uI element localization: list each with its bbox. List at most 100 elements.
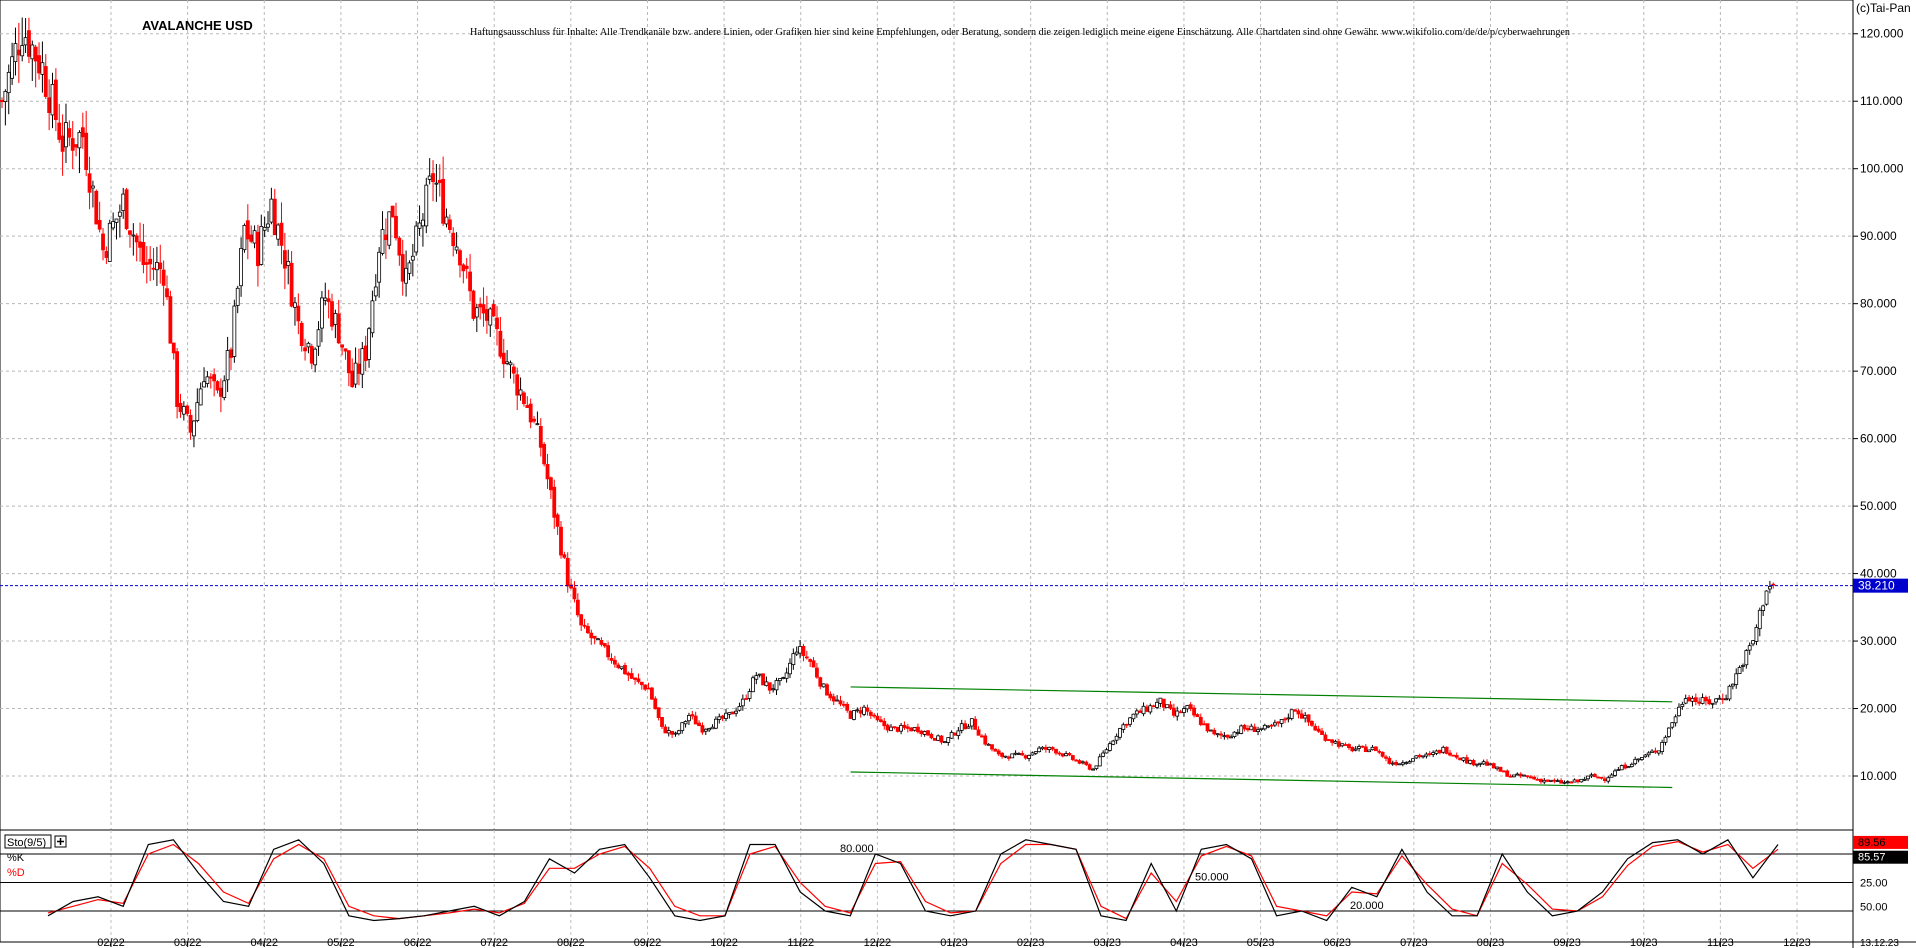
candle-body <box>670 731 675 735</box>
candle-body <box>239 247 243 287</box>
candle-body <box>1256 729 1260 732</box>
candle-body <box>350 370 355 387</box>
x-tick-label: 12/23 <box>1783 937 1811 948</box>
candle-body <box>91 185 95 189</box>
candle-body <box>1764 590 1769 605</box>
candle-body <box>1158 697 1163 704</box>
candle-body <box>262 227 267 231</box>
candle-body <box>1003 755 1008 758</box>
candle-body <box>410 255 415 261</box>
candle-body <box>313 348 318 366</box>
candle-body <box>1488 763 1493 766</box>
candle-body <box>1175 710 1180 717</box>
candle-body <box>784 672 789 679</box>
candle-body <box>626 672 631 676</box>
candle-body <box>1754 627 1759 642</box>
candle-body <box>1269 724 1274 727</box>
x-tick-label: 10/23 <box>1630 937 1658 948</box>
candle-body <box>1424 753 1429 757</box>
candle-body <box>676 730 681 735</box>
candle-body <box>1468 759 1473 764</box>
candle-body <box>1653 750 1658 753</box>
candle-body <box>215 381 220 391</box>
legend-d: %D <box>7 867 25 879</box>
candle-body <box>1757 609 1762 630</box>
candle-body <box>885 724 890 731</box>
candle-body <box>1064 753 1069 757</box>
candle-body <box>1279 719 1284 724</box>
candle-body <box>293 302 297 308</box>
candle-body <box>64 122 68 148</box>
candle-body <box>1613 770 1617 776</box>
candle-body <box>865 707 870 712</box>
candle-body <box>1582 778 1587 781</box>
candle-body <box>744 698 749 700</box>
candle-body <box>1491 763 1496 769</box>
candle-body <box>973 718 978 730</box>
candle-body <box>1182 708 1186 713</box>
trend-line[interactable] <box>850 771 1673 789</box>
candle-body <box>889 726 893 732</box>
candle-body <box>764 681 769 687</box>
candle-body <box>612 659 617 665</box>
candle-body <box>680 722 685 731</box>
candle-body <box>383 234 388 241</box>
candle-body <box>1165 704 1170 709</box>
candle-body <box>1353 748 1358 751</box>
current-price-label: 38.210 <box>1858 579 1895 593</box>
candle-body <box>1707 699 1712 705</box>
candle-body <box>306 342 311 348</box>
candle-body <box>387 211 392 246</box>
y-tick-label: 50.000 <box>1860 499 1897 513</box>
indicator-name-box[interactable] <box>4 834 52 849</box>
candle-body <box>1124 723 1129 726</box>
candle-body <box>815 667 819 678</box>
candle-body <box>1441 746 1446 753</box>
candle-body <box>892 726 897 729</box>
trend-line[interactable] <box>850 686 1673 703</box>
candle-body <box>1663 736 1668 743</box>
x-tick-label: 08/23 <box>1477 937 1505 948</box>
candle-body <box>1427 753 1432 755</box>
candle-body <box>175 351 180 407</box>
candle-body <box>1023 755 1028 759</box>
candle-body <box>872 714 877 717</box>
candle-body <box>259 226 264 265</box>
candle-body <box>1094 765 1099 769</box>
candle-body <box>1070 755 1075 760</box>
candle-body <box>730 711 735 715</box>
candle-body <box>1761 605 1766 611</box>
candle-body <box>1091 768 1095 771</box>
candle-body <box>1006 756 1011 759</box>
candle-body <box>1249 725 1254 731</box>
candle-body <box>724 712 728 719</box>
candle-body <box>1276 721 1281 724</box>
candle-body <box>818 677 823 687</box>
candle-body <box>660 716 664 727</box>
y-tick-label: 80.000 <box>1860 297 1897 311</box>
candle-body <box>141 242 146 266</box>
candle-body <box>336 313 341 344</box>
candle-body <box>1744 650 1749 666</box>
candle-body <box>1407 761 1412 764</box>
candle-body <box>1471 760 1476 766</box>
candle-body <box>1350 746 1355 752</box>
candle-body <box>1596 776 1601 779</box>
candle-body <box>431 173 435 183</box>
candle-body <box>673 732 678 735</box>
candle-body <box>1131 713 1136 720</box>
candle-body <box>740 698 745 707</box>
candle-body <box>53 79 58 121</box>
legend-k: %K <box>7 852 25 864</box>
candle-body <box>276 224 281 240</box>
candle-body <box>249 234 254 242</box>
candle-body <box>1710 702 1715 705</box>
candle-body <box>791 653 796 666</box>
candle-body <box>1444 746 1449 754</box>
candle-body <box>155 262 159 271</box>
candle-body <box>1235 732 1240 734</box>
candle-body <box>532 418 536 422</box>
candle-body <box>232 305 237 357</box>
candle-body <box>360 348 365 375</box>
y-tick-label: 90.000 <box>1860 229 1897 243</box>
